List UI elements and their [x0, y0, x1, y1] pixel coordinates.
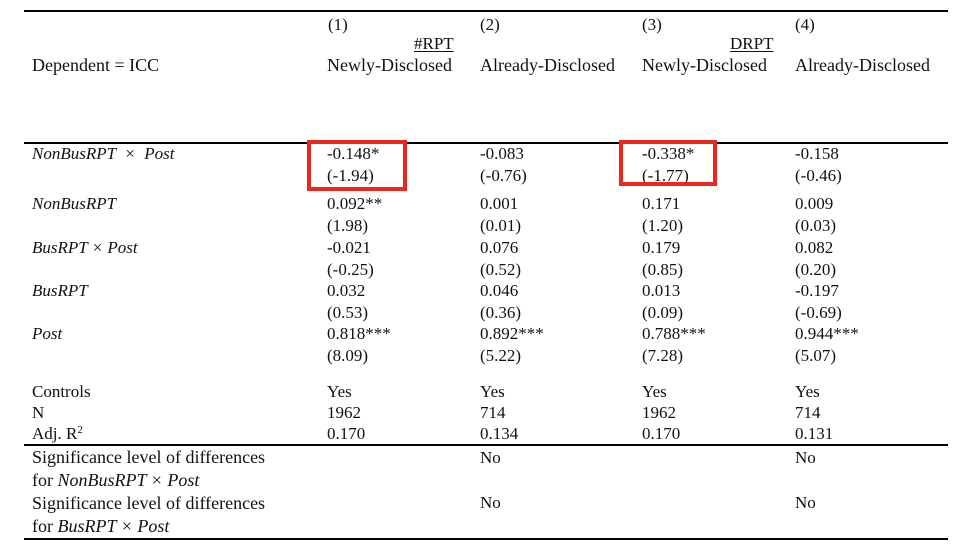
coef-cell: 0.944*** — [795, 324, 859, 343]
group-label-rpt: #RPT — [414, 34, 454, 53]
stat-cell: 714 — [480, 403, 506, 422]
highlight-box-col1 — [307, 140, 407, 191]
bottom-rule — [24, 538, 948, 540]
tstat-cell: (5.07) — [795, 346, 837, 365]
tstat-cell: (-0.76) — [480, 166, 527, 185]
col-label-1: Newly-Disclosed — [327, 55, 452, 75]
coef-cell: 0.013 — [642, 281, 681, 300]
superscript-2: 2 — [77, 424, 83, 436]
col-label-3: Newly-Disclosed — [642, 55, 767, 75]
stat-label-controls: Controls — [32, 382, 91, 401]
row-label-busrpt-post: BusRPT × Post — [32, 238, 138, 257]
tstat-cell: (-0.46) — [795, 166, 842, 185]
significance-label-line1: Significance level of differences — [32, 493, 266, 513]
stat-cell: Yes — [795, 382, 820, 401]
coef-cell: -0.197 — [795, 281, 839, 300]
coef-cell: 0.082 — [795, 238, 834, 257]
tstat-cell: (-1.77) — [642, 166, 689, 185]
header-rule — [24, 142, 948, 144]
stat-cell: 1962 — [642, 403, 676, 422]
tstat-cell: (8.09) — [327, 346, 369, 365]
tstat-cell: (0.85) — [642, 260, 684, 279]
stat-cell: 0.170 — [327, 424, 366, 443]
tstat-cell: (5.22) — [480, 346, 522, 365]
significance-label-line1: Significance level of differences — [32, 447, 266, 467]
coef-cell: -0.148* — [327, 144, 380, 163]
tstat-cell: (-0.25) — [327, 260, 374, 279]
coef-cell: -0.338* — [642, 144, 695, 163]
tstat-cell: (-0.69) — [795, 303, 842, 322]
coef-cell: 0.001 — [480, 194, 519, 213]
dependent-variable-label: Dependent = ICC — [32, 55, 160, 75]
row-label-busrpt: BusRPT — [32, 281, 88, 300]
coef-cell: 0.892*** — [480, 324, 544, 343]
tstat-cell: (0.09) — [642, 303, 684, 322]
col-label-2: Already-Disclosed — [480, 55, 615, 75]
tstat-cell: (0.03) — [795, 216, 837, 235]
significance-label-line2: for NonBusRPT × Post — [32, 471, 199, 489]
tstat-cell: (1.20) — [642, 216, 684, 235]
tstat-cell: (0.20) — [795, 260, 837, 279]
tstat-cell: (0.53) — [327, 303, 369, 322]
variable-name: BusRPT × Post — [57, 516, 170, 536]
for-text: for — [32, 470, 58, 490]
tstat-cell: (0.52) — [480, 260, 522, 279]
variable-name: NonBusRPT × Post — [57, 470, 200, 490]
col-number-2: (2) — [480, 15, 500, 34]
tstat-cell: (0.36) — [480, 303, 522, 322]
col-number-3: (3) — [642, 15, 662, 34]
stats-rule — [24, 444, 948, 446]
coef-cell: 0.818*** — [327, 324, 391, 343]
stat-cell: Yes — [327, 382, 352, 401]
stat-cell: 0.131 — [795, 424, 834, 443]
row-label-nonbusrpt-post: NonBusRPT × Post — [32, 144, 175, 163]
col-number-4: (4) — [795, 15, 815, 34]
coef-cell: 0.046 — [480, 281, 519, 300]
stat-label-adj-r2: Adj. R2 — [32, 424, 83, 443]
tstat-cell: (0.01) — [480, 216, 522, 235]
coef-cell: 0.171 — [642, 194, 681, 213]
tstat-cell: (7.28) — [642, 346, 684, 365]
coef-cell: -0.083 — [480, 144, 524, 163]
stat-cell: Yes — [642, 382, 667, 401]
stat-cell: 0.170 — [642, 424, 681, 443]
row-label-nonbusrpt: NonBusRPT — [32, 194, 117, 213]
coef-cell: -0.158 — [795, 144, 839, 163]
col-number-1: (1) — [328, 15, 348, 34]
stat-cell: 714 — [795, 403, 821, 422]
top-rule — [24, 10, 948, 12]
group-label-drpt: DRPT — [730, 34, 774, 53]
significance-cell: No — [480, 448, 501, 467]
col-label-4: Already-Disclosed — [795, 55, 930, 75]
significance-cell: No — [795, 493, 816, 512]
row-label-post: Post — [32, 324, 63, 343]
coef-cell: 0.092** — [327, 194, 383, 213]
tstat-cell: (-1.94) — [327, 166, 374, 185]
highlight-box-col3 — [619, 140, 717, 186]
for-text: for — [32, 516, 58, 536]
tstat-cell: (1.98) — [327, 216, 369, 235]
coef-cell: 0.032 — [327, 281, 366, 300]
significance-label-line2: for BusRPT × Post — [32, 517, 169, 535]
coef-cell: -0.021 — [327, 238, 371, 257]
coef-cell: 0.076 — [480, 238, 519, 257]
adj-r-text: Adj. R — [32, 424, 78, 443]
coef-cell: 0.179 — [642, 238, 681, 257]
significance-cell: No — [795, 448, 816, 467]
coef-cell: 0.788*** — [642, 324, 706, 343]
significance-cell: No — [480, 493, 501, 512]
stat-cell: 1962 — [327, 403, 361, 422]
stat-cell: Yes — [480, 382, 505, 401]
coef-cell: 0.009 — [795, 194, 834, 213]
stat-label-n: N — [32, 403, 45, 422]
stat-cell: 0.134 — [480, 424, 519, 443]
